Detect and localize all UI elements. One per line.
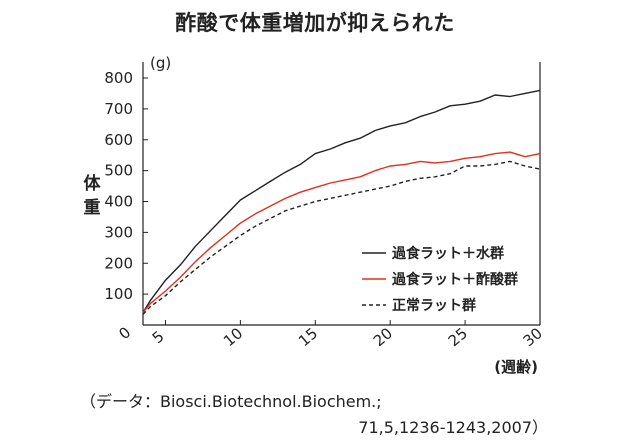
x-tick-label: 15 <box>295 324 321 350</box>
legend-label-2: 過食ラット＋酢酸群 <box>391 271 518 288</box>
y-tick-label: 0 <box>115 323 134 343</box>
y-tick-label: 800 <box>104 69 133 87</box>
x-tick-label: 25 <box>445 324 471 350</box>
legend-label-1: 過食ラット＋水群 <box>391 245 504 262</box>
y-tick-label: 700 <box>104 100 133 118</box>
y-tick-label: 600 <box>104 131 133 149</box>
y-tick-label: 500 <box>104 162 133 180</box>
y-tick-label: 400 <box>104 193 133 211</box>
x-tick-label: 30 <box>520 324 546 350</box>
x-tick-label: 5 <box>149 327 168 347</box>
x-tick-label: 20 <box>370 324 396 350</box>
y-axis-title-char: 体 <box>84 173 102 194</box>
series-line-2 <box>142 151 541 314</box>
y-tick-label: 100 <box>104 285 133 303</box>
chart-title: 酢酸で体重増加が抑えられた <box>175 11 455 35</box>
source-citation-line1: （データ：Biosci.Biotechnol.Biochem.; <box>80 392 382 411</box>
series-line-3 <box>142 160 541 315</box>
y-tick-label: 300 <box>104 223 133 241</box>
y-unit-label: (g) <box>150 54 171 72</box>
x-axis-title: (週齢) <box>494 358 538 376</box>
y-tick-label: 200 <box>104 254 133 272</box>
x-tick-label: 10 <box>220 324 246 350</box>
series-line-1 <box>142 89 541 313</box>
legend-label-3: 正常ラット群 <box>392 297 476 314</box>
source-citation-line2: 71,5,1236-1243,2007） <box>358 418 548 437</box>
y-axis-title-char: 重 <box>84 197 101 218</box>
